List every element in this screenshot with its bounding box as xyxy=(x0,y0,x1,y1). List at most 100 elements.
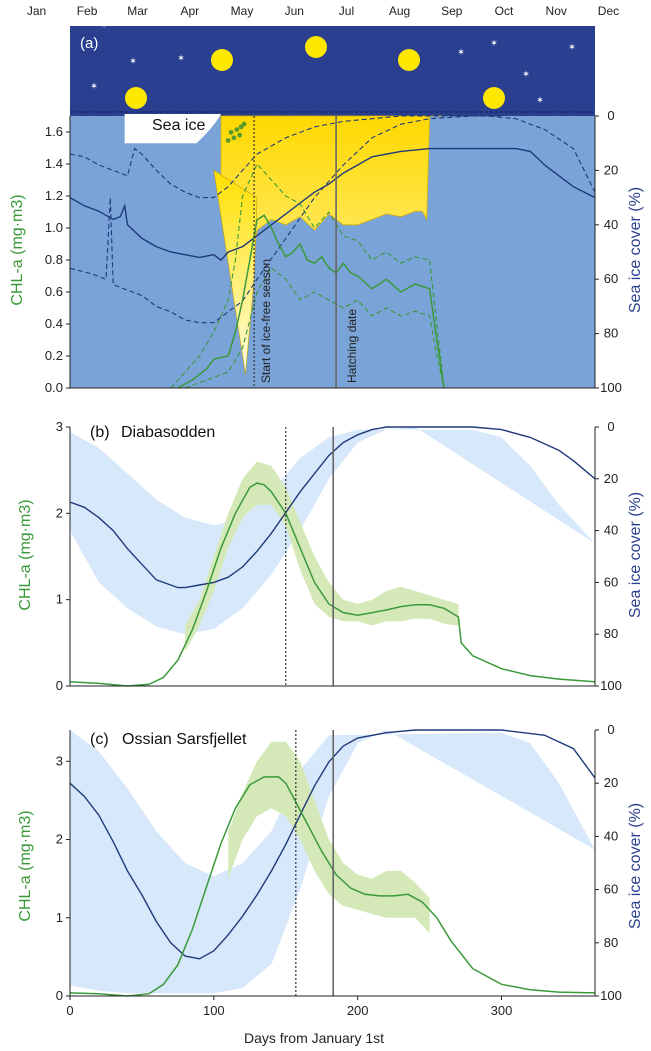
star-icon: ✶ xyxy=(129,57,137,67)
right-tick-label: 60 xyxy=(604,882,618,897)
panel-c-ylabel-right: Sea ice cover (%) xyxy=(627,803,644,929)
star-icon: ✶ xyxy=(522,70,530,80)
star-icon: ✶ xyxy=(568,43,576,53)
left-tick-label: 0.2 xyxy=(45,348,63,363)
left-tick-label: 2 xyxy=(56,505,63,520)
sun-icon xyxy=(125,87,147,109)
month-label-nov: Nov xyxy=(546,4,567,18)
algae-dot-icon xyxy=(237,132,243,138)
left-tick-label: 0.6 xyxy=(45,284,63,299)
panel-a-label: (a) xyxy=(80,35,98,52)
right-tick-label: 100 xyxy=(600,988,622,1003)
left-tick-label: 1.2 xyxy=(45,188,63,203)
left-tick-label: 1.6 xyxy=(45,124,63,139)
star-icon: ✶ xyxy=(177,54,185,64)
panel-b: 0 1 2 3 0 20 40 60 80 100 (b) Diabasodden CHL-a (… xyxy=(17,419,644,693)
right-tick-label: 40 xyxy=(604,828,618,843)
ice-cover-line xyxy=(69,729,596,960)
sun-icon xyxy=(483,87,505,109)
x-tick-label: 100 xyxy=(203,1003,225,1018)
star-icon: ✶ xyxy=(457,48,465,58)
right-tick-label: 40 xyxy=(604,523,618,538)
ice-cover-line xyxy=(69,426,596,589)
panel-a-ylabel-right: Sea ice cover (%) xyxy=(627,187,644,313)
algae-dot-icon xyxy=(228,129,234,135)
sun-icon xyxy=(305,36,327,58)
right-tick-label: 0 xyxy=(607,722,614,737)
left-tick-label: 3 xyxy=(56,419,63,434)
ice-free-wedge xyxy=(213,169,258,375)
left-tick-label: 1.4 xyxy=(45,156,63,171)
month-label-mar: Mar xyxy=(127,4,148,18)
right-tick-label: 0 xyxy=(607,108,614,123)
panel-a-axes: 0.0 0.2 0.4 0.6 0.8 1.0 1.2 1.4 1.6 0 20 40 60 80 100 xyxy=(45,108,622,395)
algae-dot-icon xyxy=(234,127,240,132)
x-axis-label: Days from January 1st xyxy=(244,1030,384,1046)
panel-b-title: Diabasodden xyxy=(121,424,215,441)
panel-c-label: (c) xyxy=(90,731,109,748)
panel-c-title: Ossian Sarsfjellet xyxy=(122,731,247,748)
star-icon: ✶ xyxy=(90,82,98,92)
ice-uncertainty-band xyxy=(70,427,595,635)
right-tick-label: 80 xyxy=(604,326,618,341)
star-icon: ✶ xyxy=(490,39,498,49)
star-icon: ✶ xyxy=(100,21,108,31)
panel-c-axes: 0 1 2 3 0 20 40 60 80 100 0 100 200 300 xyxy=(56,722,622,1018)
chl-a-line xyxy=(177,214,445,389)
left-tick-label: 0.8 xyxy=(45,252,63,267)
chl-lower-line xyxy=(184,267,445,389)
sky-decorations: ✶ ✶ ✶ ✶ ✶ ✶ ✶ ✶ ✶ xyxy=(70,21,595,113)
algae-dot-icon xyxy=(231,135,237,141)
left-tick-label: 0 xyxy=(56,678,63,693)
chl-a-line xyxy=(69,776,596,997)
month-label-feb: Feb xyxy=(77,4,98,18)
hatching-date-annotation: Hatching date xyxy=(345,309,359,383)
sun-icon xyxy=(211,49,233,71)
x-tick-label: 300 xyxy=(491,1003,513,1018)
algae-dot-icon xyxy=(241,121,247,127)
panel-c-content xyxy=(69,729,596,997)
chl-a-line xyxy=(69,482,596,687)
sea-ice-annotation: Sea ice xyxy=(152,117,205,134)
panel-a-content xyxy=(69,114,596,389)
panel-a: 0.00.20.40.60.81.01.21.41.6020406080100 … xyxy=(9,108,644,395)
right-tick-label: 20 xyxy=(604,162,618,177)
month-label-jun: Jun xyxy=(285,4,304,18)
left-tick-label: 1 xyxy=(56,592,63,607)
left-tick-label: 1.0 xyxy=(45,220,63,235)
right-tick-label: 20 xyxy=(604,775,618,790)
panel-b-content xyxy=(69,426,596,687)
left-tick-label: 0.0 xyxy=(45,380,63,395)
ice-free-season-annotation: Start of ice-free season xyxy=(259,259,273,383)
month-label-apr: Apr xyxy=(180,4,199,18)
month-label-jan: Jan xyxy=(27,4,46,18)
right-tick-label: 60 xyxy=(604,271,618,286)
month-labels: Jan Feb Mar Apr May Jun Jul Aug Sep Oct Nov Dec xyxy=(27,4,619,18)
sun-icon xyxy=(398,49,420,71)
x-tick-label: 0 xyxy=(66,1003,73,1018)
month-label-sep: Sep xyxy=(441,4,463,18)
panel-b-axes: 0 1 2 3 0 20 40 60 80 100 xyxy=(56,419,622,693)
right-tick-label: 60 xyxy=(604,574,618,589)
ice-cover-line xyxy=(69,147,596,262)
left-tick-label: 0 xyxy=(56,988,63,1003)
panel-b-label: (b) xyxy=(90,424,110,441)
right-tick-label: 20 xyxy=(604,471,618,486)
chl-uncertainty-band xyxy=(185,461,459,652)
left-tick-label: 1 xyxy=(56,910,63,925)
sea-ice-area xyxy=(124,114,222,144)
algae-dot-icon xyxy=(225,138,231,143)
right-tick-label: 100 xyxy=(600,678,622,693)
chl-uncertainty-band xyxy=(228,741,430,934)
left-tick-label: 3 xyxy=(56,753,63,768)
ice-uncertainty-band xyxy=(70,730,595,994)
month-label-aug: Aug xyxy=(389,4,410,18)
night-sky-band xyxy=(70,26,595,116)
panel-c: 0 1 2 3 0 20 40 60 80 100 0 100 200 300 (c) Ossian Sa… xyxy=(17,722,644,1018)
panel-c-ylabel: CHL-a (mg·m3) xyxy=(17,810,34,921)
panel-a-ylabel: CHL-a (mg·m3) xyxy=(9,194,26,305)
right-tick-label: 80 xyxy=(604,626,618,641)
month-label-may: May xyxy=(231,4,254,18)
right-tick-label: 40 xyxy=(604,217,618,232)
